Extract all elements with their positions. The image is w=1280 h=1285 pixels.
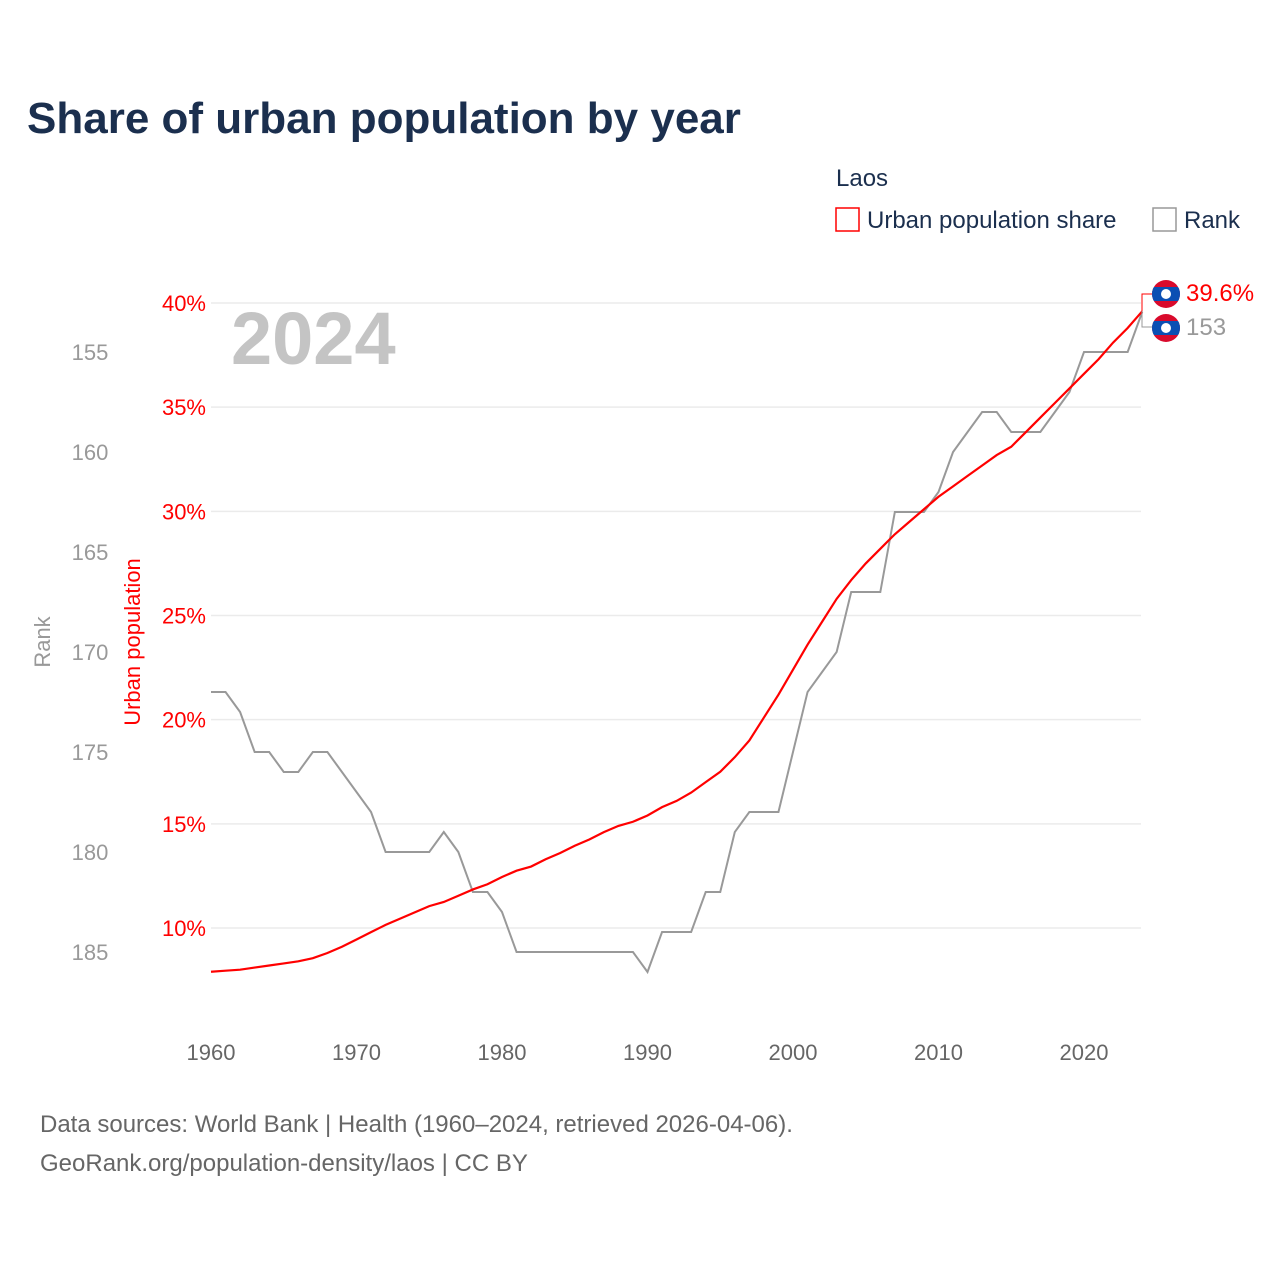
rank-tick-label: 155 [72,340,109,365]
x-tick-label: 1990 [623,1040,672,1065]
footer-source: Data sources: World Bank | Health (1960–… [40,1111,793,1138]
rank-line [211,311,1144,975]
series-lines [210,310,1144,975]
share-tick-label: 10% [162,916,206,941]
x-tick-label: 1980 [478,1040,527,1065]
x-tick-label: 2010 [914,1040,963,1065]
watermark-year: 2024 [231,297,396,380]
x-tick-label: 2020 [1060,1040,1109,1065]
end-labels: 39.6% 153 [1141,280,1254,342]
legend-heading: Laos [836,165,888,192]
share-tick-label: 15% [162,812,206,837]
rank-end-value: 153 [1186,314,1226,341]
share-tick-label: 40% [162,291,206,316]
gridlines [211,302,1141,929]
rank-tick-label: 175 [72,740,109,765]
share-axis-title: Urban population [120,558,145,726]
legend-swatch-rank [1152,207,1177,232]
share-tick-label: 30% [162,499,206,524]
share-end-value: 39.6% [1186,280,1254,307]
rank-axis-title: Rank [30,615,55,667]
x-tick-label: 2000 [769,1040,818,1065]
x-tick-label: 1960 [187,1040,236,1065]
rank-connector [1141,311,1152,328]
laos-flag-icon [1152,280,1180,308]
share-tick-label: 25% [162,604,206,629]
share-connector [1141,293,1152,311]
x-tick-label: 1970 [332,1040,381,1065]
laos-flag-icon [1152,314,1180,342]
legend-label-share: Urban population share [867,207,1117,234]
share-tick-label: 20% [162,708,206,733]
footer-link[interactable]: GeoRank.org/population-density/laos | CC… [40,1150,528,1177]
legend-label-rank: Rank [1184,207,1241,234]
rank-tick-label: 185 [72,940,109,965]
share-tick-label: 35% [162,395,206,420]
rank-tick-label: 170 [72,640,109,665]
rank-tick-label: 180 [72,840,109,865]
axis-ticks: 10% 15% 20% 25% 30% 35% 40% 155 160 165 170 175 180 1… [72,291,1109,1065]
chart-title: Share of urban population by year [27,94,741,143]
legend: Laos Urban population share Rank [835,165,1241,234]
rank-tick-label: 165 [72,540,109,565]
legend-swatch-share [835,207,860,232]
share-line [210,310,1144,973]
rank-tick-label: 160 [72,440,109,465]
